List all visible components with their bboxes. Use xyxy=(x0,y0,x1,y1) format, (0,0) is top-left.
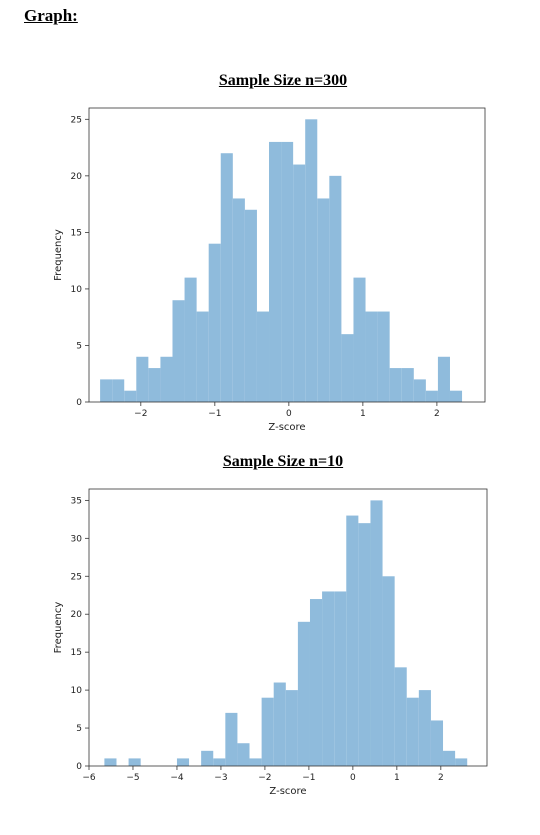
histogram-bar xyxy=(237,743,250,766)
y-tick-label: 10 xyxy=(71,686,83,696)
histogram-bar xyxy=(455,758,468,766)
histogram-bar xyxy=(334,591,347,766)
x-tick-label: −2 xyxy=(258,773,271,783)
x-tick-label: −5 xyxy=(126,773,139,783)
x-tick-label: 1 xyxy=(360,409,366,419)
y-tick-label: 15 xyxy=(71,228,82,238)
histogram-bar xyxy=(365,311,378,402)
x-tick-label: 2 xyxy=(434,409,440,419)
histogram-bar xyxy=(273,682,286,766)
histogram-bar xyxy=(184,277,197,402)
histogram-bar xyxy=(196,311,209,402)
histogram-bar xyxy=(389,368,402,402)
histogram-n10: −6 −5 −4 −3 −2 −1 0 1 205101520253035Z-scoreFreq… xyxy=(53,488,488,797)
histogram-bar xyxy=(430,720,444,766)
histogram-bar xyxy=(394,667,407,766)
x-tick-label: 2 xyxy=(438,773,444,783)
x-tick-label: −3 xyxy=(214,773,227,783)
x-tick-label: 1 xyxy=(394,773,400,783)
histogram-bar xyxy=(329,175,342,402)
histogram-bar xyxy=(413,379,426,402)
histogram-bar xyxy=(244,209,257,402)
y-tick-label: 0 xyxy=(76,762,82,772)
histogram-bar xyxy=(249,758,262,766)
x-tick-label: −6 xyxy=(82,773,96,783)
histogram-bar xyxy=(317,198,330,402)
histogram-bar xyxy=(172,300,185,402)
histogram-bar xyxy=(124,390,137,402)
histogram-bar xyxy=(437,356,450,402)
y-tick-label: 25 xyxy=(71,572,82,582)
y-tick-label: 25 xyxy=(71,115,82,125)
histogram-bar xyxy=(232,198,245,402)
y-tick-label: 35 xyxy=(71,496,82,506)
y-tick-label: 30 xyxy=(71,534,83,544)
histogram-bar xyxy=(443,750,456,766)
y-tick-label: 20 xyxy=(71,172,83,182)
x-tick-label: −2 xyxy=(134,409,147,419)
histogram-bar xyxy=(176,758,190,766)
y-tick-label: 20 xyxy=(71,610,83,620)
histogram-bar xyxy=(281,141,294,402)
histogram-bar xyxy=(213,758,226,766)
y-tick-label: 5 xyxy=(76,724,82,734)
histogram-bar xyxy=(269,141,282,402)
histogram-bar xyxy=(382,576,395,766)
histogram-bar xyxy=(104,758,117,766)
y-tick-label: 15 xyxy=(71,648,82,658)
histogram-bar xyxy=(220,153,233,402)
histogram-bar xyxy=(297,621,310,766)
histogram-bar xyxy=(401,368,414,402)
histogram-bar xyxy=(353,277,366,402)
plot-frame xyxy=(88,488,488,767)
histogram-bar xyxy=(112,379,125,402)
histogram-bar xyxy=(358,523,371,766)
y-axis-label: Frequency xyxy=(53,229,64,281)
histogram-bar xyxy=(256,311,270,402)
histogram-bar xyxy=(100,379,113,402)
histogram-bar xyxy=(322,591,335,766)
graph-heading: Graph: xyxy=(24,6,78,25)
histogram-bar xyxy=(377,311,390,402)
y-tick-label: 0 xyxy=(76,398,82,408)
y-tick-label: 10 xyxy=(71,285,83,295)
histogram-bar xyxy=(225,712,238,766)
y-tick-label: 5 xyxy=(76,341,82,351)
histogram-bar xyxy=(418,690,431,766)
x-tick-label: −1 xyxy=(302,773,315,783)
histogram-bar xyxy=(370,500,383,766)
histogram-bar xyxy=(425,390,438,402)
histogram-bar xyxy=(346,515,359,766)
histogram-bar xyxy=(261,697,274,766)
histogram-bar xyxy=(309,599,323,766)
plot-frame xyxy=(88,107,486,403)
x-axis-label: Z-score xyxy=(268,422,305,433)
histogram-bar xyxy=(148,368,161,402)
histogram-bar xyxy=(449,390,463,402)
histogram-bar xyxy=(160,356,173,402)
histogram-bar xyxy=(128,758,141,766)
x-tick-label: 0 xyxy=(286,409,292,419)
chart-title-n300: Sample Size n=300 xyxy=(218,72,348,89)
histogram-bar xyxy=(285,690,298,766)
histogram-bar xyxy=(201,750,214,766)
x-tick-label: −4 xyxy=(170,773,184,783)
histogram-bar xyxy=(341,334,354,402)
histogram-bar xyxy=(293,164,306,402)
histogram-bar xyxy=(305,119,318,403)
x-tick-label: 0 xyxy=(350,773,356,783)
histogram-bar xyxy=(136,356,149,402)
x-axis-label: Z-score xyxy=(269,786,306,797)
chart-title-n10: Sample Size n=10 xyxy=(222,453,344,470)
histogram-bar xyxy=(406,697,419,766)
y-axis-label: Frequency xyxy=(53,602,64,654)
x-tick-label: −1 xyxy=(208,409,221,419)
histogram-bar xyxy=(208,243,221,402)
